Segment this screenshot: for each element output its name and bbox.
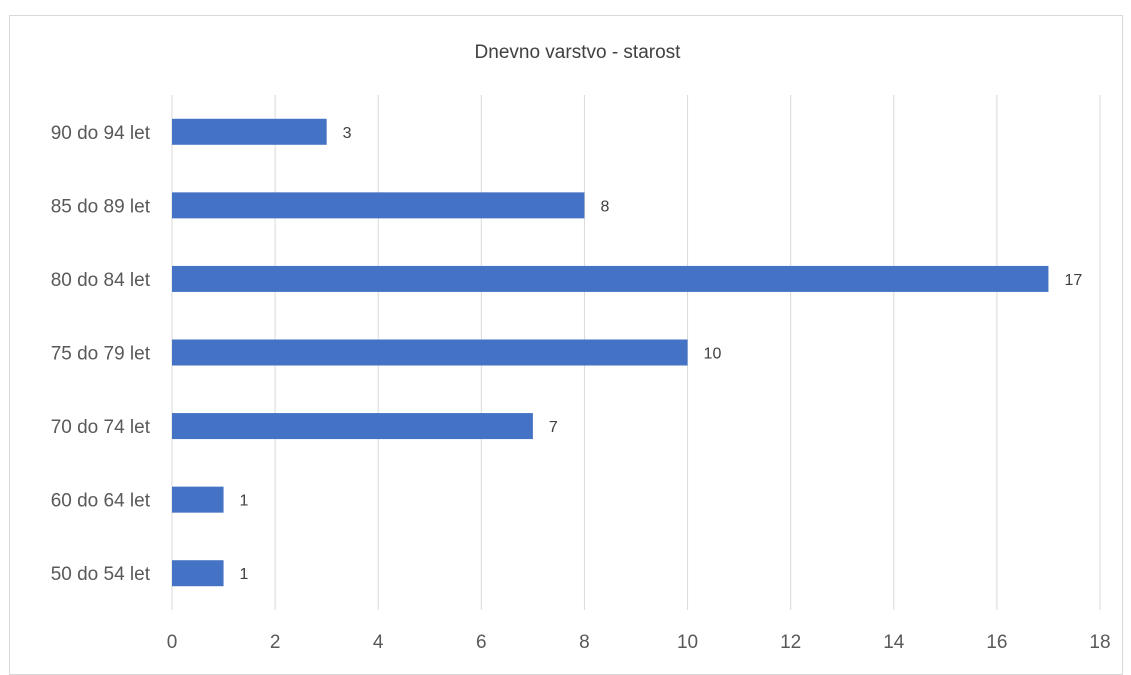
x-tick-label: 8 (579, 632, 590, 653)
category-label: 70 do 74 let (51, 417, 151, 438)
category-label: 85 do 89 let (51, 196, 151, 217)
data-label: 1 (240, 493, 249, 510)
bar (172, 118, 327, 145)
category-label: 75 do 79 let (51, 344, 151, 365)
data-label: 8 (600, 198, 609, 215)
data-label: 1 (240, 566, 249, 583)
category-label: 80 do 84 let (51, 270, 151, 291)
bar (172, 486, 224, 513)
bar (172, 339, 688, 366)
data-label: 10 (704, 346, 722, 363)
x-tick-label: 12 (780, 632, 801, 653)
bar (172, 413, 533, 440)
x-tick-label: 0 (167, 632, 178, 653)
bar (172, 265, 1049, 292)
category-label: 60 do 64 let (51, 491, 151, 512)
data-label: 17 (1064, 272, 1082, 289)
data-label: 3 (343, 125, 352, 142)
x-tick-label: 2 (270, 632, 281, 653)
x-tick-label: 10 (677, 632, 698, 653)
bar (172, 560, 224, 587)
data-label: 7 (549, 419, 558, 436)
bar (172, 192, 585, 219)
x-tick-label: 4 (373, 632, 384, 653)
x-tick-label: 14 (883, 632, 905, 653)
category-label: 90 do 94 let (51, 123, 151, 144)
category-label: 50 do 54 let (51, 564, 151, 585)
x-tick-label: 6 (476, 632, 487, 653)
x-tick-label: 16 (986, 632, 1007, 653)
x-tick-label: 18 (1089, 632, 1110, 653)
chart-title: Dnevno varstvo - starost (474, 42, 681, 63)
